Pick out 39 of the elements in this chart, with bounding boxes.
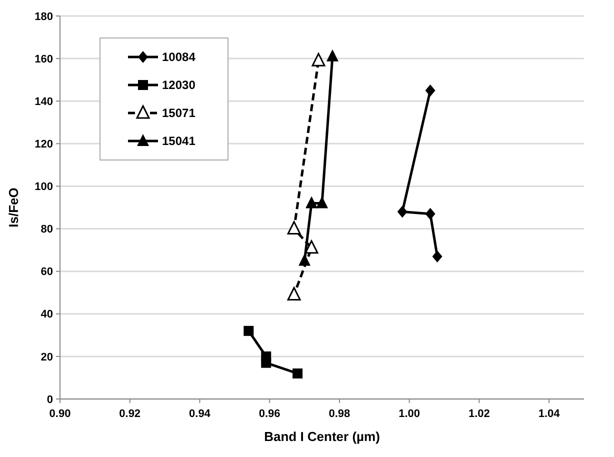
point (244, 326, 254, 336)
y-tick-label: 120 (34, 138, 53, 151)
x-tick-label: 0.96 (258, 408, 280, 420)
y-tick-label: 0 (46, 394, 53, 406)
y-tick-label: 20 (40, 351, 53, 364)
x-tick-label: 0.98 (328, 408, 350, 420)
y-axis-title: Is/FeO (6, 188, 21, 228)
point (432, 250, 442, 262)
x-tick-label: 1.02 (468, 408, 490, 420)
y-tick-label: 40 (40, 308, 53, 321)
point (261, 358, 272, 368)
point (397, 206, 408, 218)
legend-label: 12030 (162, 78, 196, 92)
y-tick-label: 80 (40, 224, 53, 236)
legend-label: 15071 (162, 106, 196, 120)
y-tick-label: 100 (34, 181, 53, 194)
legend-label: 10084 (162, 50, 196, 64)
point (287, 221, 301, 235)
y-tick-label: 180 (34, 10, 53, 23)
point (306, 196, 318, 208)
point (292, 368, 303, 378)
point (316, 196, 328, 208)
y-tick-label: 160 (34, 53, 53, 66)
y-tick-label: 140 (34, 96, 53, 108)
x-tick-label: 0.94 (189, 408, 212, 420)
point (287, 286, 301, 300)
point (312, 52, 326, 66)
x-tick-label: 0.90 (49, 408, 71, 420)
x-tick-label: 1.04 (538, 408, 561, 420)
x-tick-label: 0.92 (119, 408, 141, 420)
point (425, 208, 436, 220)
point (425, 84, 436, 96)
y-tick-label: 60 (40, 266, 53, 278)
x-axis-title: Band I Center (µm) (264, 429, 380, 444)
legend-label: 15041 (162, 134, 196, 148)
point (304, 240, 318, 254)
point (326, 49, 338, 62)
x-tick-label: 1.00 (398, 408, 420, 420)
point (298, 254, 311, 266)
